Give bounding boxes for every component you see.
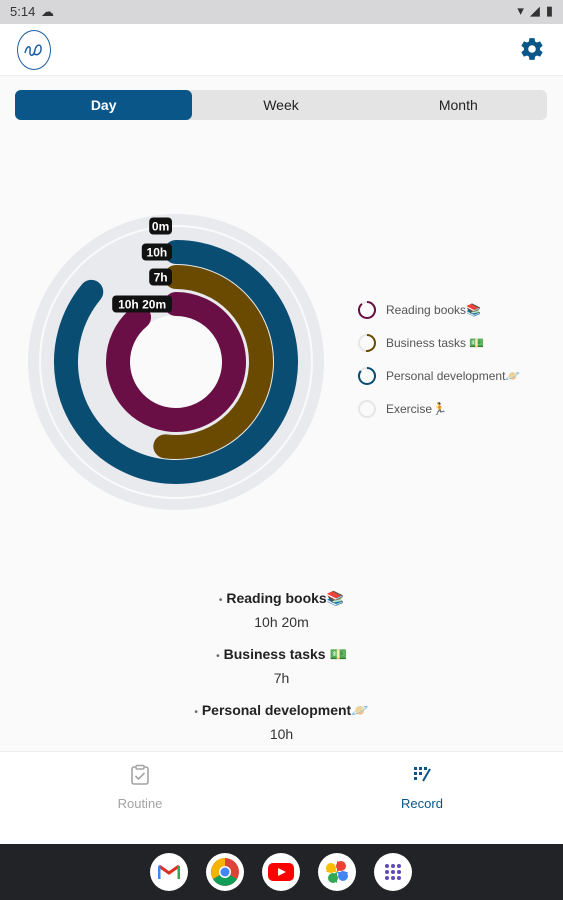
summary-item: • Business tasks 💵 7h — [0, 644, 563, 700]
battery-icon: ▮ — [545, 3, 553, 18]
legend-label: Reading books📚 — [386, 302, 481, 317]
summary-name: Reading books📚 — [226, 590, 345, 606]
chart-outer-guide-ring — [39, 225, 313, 499]
legend-swatch — [358, 333, 376, 352]
app-logo — [17, 30, 51, 70]
status-time: 5:14 — [10, 4, 36, 19]
svg-text:10h: 10h — [147, 246, 168, 260]
bullet: • — [216, 651, 220, 662]
bullet: • — [218, 595, 223, 606]
legend-ring-track — [358, 399, 376, 418]
bottom-navigation: Routine Record — [0, 751, 563, 845]
nav-routine[interactable]: Routine — [70, 764, 210, 811]
period-tabs: Day Week Month — [15, 90, 547, 120]
tab-week[interactable]: Week — [263, 97, 299, 113]
ring-label: 7h — [149, 268, 172, 286]
cloud-icon: ☁ — [41, 4, 54, 19]
nav-record-label: Record — [401, 796, 443, 811]
svg-text:7h: 7h — [154, 271, 168, 285]
legend-label: Personal development🪐 — [386, 368, 521, 383]
signal-icon: ◢ — [529, 3, 540, 18]
chart-legend: Reading books📚 Business tasks 💵 Personal… — [357, 293, 557, 425]
summary-value: 10h 20m — [254, 614, 309, 630]
ring-label: 10h 20m — [112, 295, 172, 313]
summary-item: • Reading books📚 10h 20m — [0, 588, 563, 644]
gmail-icon[interactable] — [150, 853, 188, 891]
legend-item[interactable]: Business tasks 💵 — [357, 326, 557, 359]
legend-ring-arc — [365, 333, 376, 352]
summary-value: 10h — [269, 726, 294, 742]
bullet: • — [194, 707, 198, 718]
legend-ring-arc — [358, 300, 376, 319]
legend-item[interactable]: Personal development🪐 — [357, 359, 557, 392]
legend-item[interactable]: Exercise🏃 — [357, 392, 557, 425]
nav-routine-label: Routine — [117, 796, 163, 811]
ring-label: 10h — [141, 243, 172, 261]
apps-icon[interactable] — [374, 853, 412, 891]
legend-label: Business tasks 💵 — [386, 335, 485, 350]
system-dock — [0, 844, 563, 900]
legend-ring-arc — [358, 366, 376, 385]
radial-chart: 0m 10h 7h 10h 20m — [28, 214, 324, 510]
legend-swatch — [358, 300, 376, 319]
settings-gear-icon[interactable] — [519, 36, 545, 62]
summary-value: 7h — [273, 670, 290, 686]
legend-swatch — [358, 366, 376, 385]
record-grid-icon — [411, 764, 433, 786]
ring-label: 0m — [149, 217, 172, 235]
photos-icon[interactable] — [318, 853, 356, 891]
youtube-icon[interactable] — [262, 853, 300, 891]
ring-bar — [106, 292, 246, 432]
summary-item: • Personal development🪐 10h — [0, 700, 563, 756]
chart-center-disc — [129, 315, 223, 409]
legend-swatch — [358, 399, 376, 418]
summary-name: Personal development🪐 — [201, 702, 369, 718]
app-bar — [0, 24, 563, 76]
status-icons: ▾ ◢ ▮ — [517, 3, 553, 19]
status-bar: 5:14 ☁ ▾ ◢ ▮ — [0, 0, 563, 24]
wifi-icon: ▾ — [517, 3, 524, 18]
legend-label: Exercise🏃 — [386, 401, 447, 416]
summary-name: Business tasks 💵 — [223, 646, 347, 662]
chrome-icon[interactable] — [206, 853, 244, 891]
summary-list: • Reading books📚 10h 20m • Business tasks … — [0, 588, 563, 756]
nav-record[interactable]: Record — [352, 764, 492, 811]
ring-bar — [153, 265, 273, 459]
svg-text:10h 20m: 10h 20m — [118, 298, 166, 312]
svg-text:0m: 0m — [152, 220, 169, 234]
clipboard-check-icon — [129, 764, 151, 786]
legend-item[interactable]: Reading books📚 — [357, 293, 557, 326]
ring-bar — [54, 240, 298, 484]
tab-month[interactable]: Month — [438, 97, 478, 113]
tab-day[interactable]: Day — [15, 90, 193, 120]
